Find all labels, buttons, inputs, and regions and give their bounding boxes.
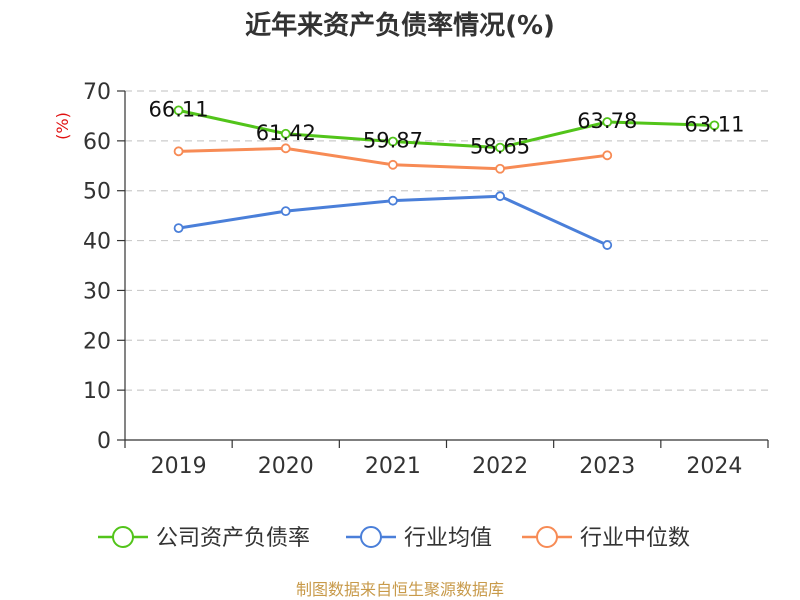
chart-title: 近年来资产负债率情况(%) bbox=[245, 10, 555, 41]
series-point bbox=[495, 163, 505, 174]
y-tick-label: 10 bbox=[83, 379, 111, 404]
x-tick-label: 2024 bbox=[686, 454, 742, 479]
source-note: 制图数据来自恒生聚源数据库 bbox=[296, 580, 504, 599]
y-tick-label: 70 bbox=[83, 80, 111, 105]
series-point bbox=[388, 195, 398, 206]
legend-label: 行业均值 bbox=[404, 526, 492, 551]
x-tick-label: 2020 bbox=[258, 454, 314, 479]
series-point bbox=[173, 223, 184, 234]
y-tick-label: 30 bbox=[83, 279, 111, 304]
y-tick-label: 0 bbox=[97, 429, 111, 454]
series-point bbox=[280, 206, 291, 217]
y-tick-label: 50 bbox=[83, 180, 111, 205]
series-point bbox=[602, 150, 613, 161]
series-point bbox=[173, 146, 184, 157]
data-label: 58.65 bbox=[470, 135, 530, 159]
series-point bbox=[173, 105, 184, 116]
legend-label: 公司资产负债率 bbox=[156, 526, 310, 551]
x-tick-label: 2022 bbox=[472, 454, 528, 479]
data-labels: 66.11 61.42 59.87 58.65 63.78 63.11 bbox=[149, 97, 745, 158]
y-tick-label: 40 bbox=[83, 230, 111, 255]
legend-label: 行业中位数 bbox=[580, 526, 690, 551]
data-label: 63.11 bbox=[684, 112, 744, 136]
legend-marker bbox=[536, 526, 558, 548]
data-label: 59.87 bbox=[363, 129, 423, 153]
series-point bbox=[388, 136, 398, 147]
series-point bbox=[495, 142, 505, 153]
y-axis-label: (%) bbox=[53, 112, 72, 140]
series-point bbox=[388, 159, 398, 170]
legend: 公司资产负债率 行业均值 行业中位数 bbox=[98, 526, 690, 551]
legend-marker bbox=[360, 526, 382, 548]
series-line bbox=[177, 108, 716, 150]
x-tick-label: 2019 bbox=[151, 454, 207, 479]
axes bbox=[117, 90, 769, 448]
series-point bbox=[709, 120, 720, 131]
series-point bbox=[602, 117, 613, 127]
tick-labels: 0 10 20 30 40 50 60 70 2019 2020 2021 2022 2023 2024 bbox=[83, 80, 742, 479]
data-label: 66.11 bbox=[149, 97, 209, 121]
series-point bbox=[602, 240, 613, 250]
series-point bbox=[280, 128, 291, 139]
x-tick-label: 2021 bbox=[365, 454, 421, 479]
data-label: 63.78 bbox=[577, 109, 637, 133]
y-tick-label: 20 bbox=[83, 329, 111, 354]
legend-marker bbox=[112, 526, 134, 548]
y-tick-label: 60 bbox=[83, 130, 111, 155]
data-label: 61.42 bbox=[256, 121, 316, 145]
grid-lines bbox=[125, 90, 768, 391]
series-point bbox=[280, 143, 291, 154]
x-tick-label: 2023 bbox=[579, 454, 635, 479]
series-point bbox=[495, 191, 505, 202]
series-group bbox=[173, 105, 720, 250]
